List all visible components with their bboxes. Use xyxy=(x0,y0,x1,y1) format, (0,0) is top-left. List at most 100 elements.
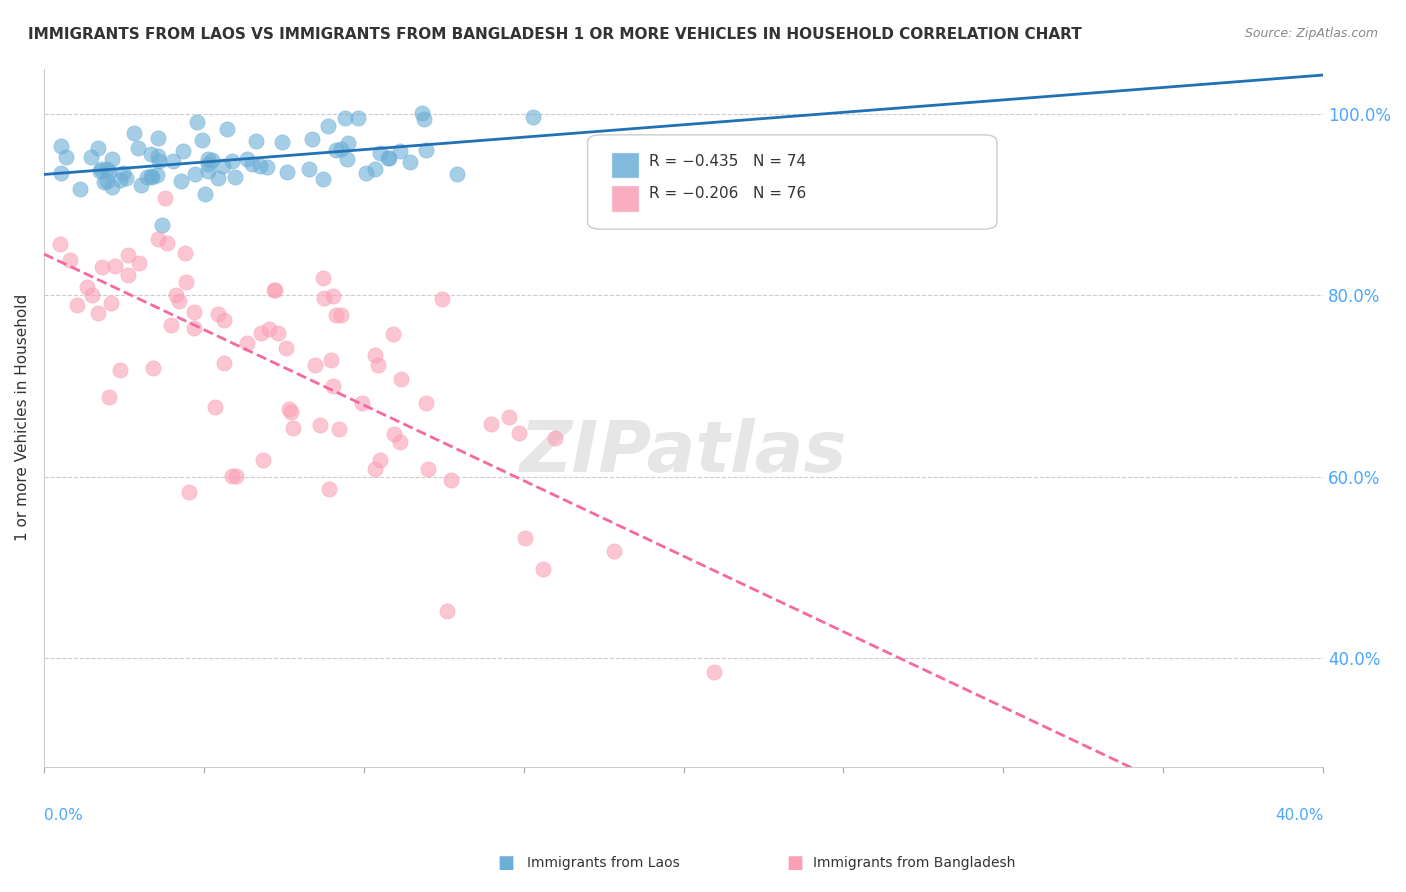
Point xyxy=(446,168,468,182)
Point xyxy=(212,159,235,173)
Point xyxy=(207,170,229,185)
Point xyxy=(388,434,411,449)
Point xyxy=(389,372,412,386)
Point xyxy=(89,164,111,178)
Point xyxy=(221,469,243,483)
Point xyxy=(142,360,165,375)
Point xyxy=(101,153,124,167)
Point xyxy=(117,248,139,262)
Point xyxy=(207,307,229,321)
Point xyxy=(515,531,537,545)
Point xyxy=(172,144,194,158)
Point xyxy=(128,256,150,270)
Point xyxy=(245,134,267,148)
Point xyxy=(235,152,257,166)
Point xyxy=(603,544,626,558)
Text: Source: ZipAtlas.com: Source: ZipAtlas.com xyxy=(1244,27,1378,40)
Point xyxy=(479,417,502,432)
Point xyxy=(49,166,72,180)
Text: 0.0%: 0.0% xyxy=(44,808,83,823)
Point xyxy=(104,259,127,273)
FancyBboxPatch shape xyxy=(610,186,638,211)
Point xyxy=(325,308,347,322)
Point xyxy=(389,144,412,158)
Point xyxy=(201,153,224,168)
Point xyxy=(252,453,274,467)
Point xyxy=(148,153,170,168)
Point xyxy=(117,268,139,283)
Point xyxy=(186,114,208,128)
Point xyxy=(301,132,323,146)
Point xyxy=(498,409,520,424)
Point xyxy=(322,379,344,393)
Point xyxy=(139,147,162,161)
Point xyxy=(108,363,131,377)
Point xyxy=(97,165,120,179)
Point xyxy=(329,142,352,156)
Point xyxy=(221,154,243,169)
Point xyxy=(177,484,200,499)
Point xyxy=(297,161,319,176)
Point xyxy=(508,426,530,441)
Point xyxy=(439,473,461,487)
Point xyxy=(139,169,162,184)
Point xyxy=(416,462,439,476)
Point xyxy=(347,111,370,125)
Text: 40.0%: 40.0% xyxy=(1275,808,1323,823)
Point xyxy=(173,245,195,260)
Point xyxy=(377,151,399,165)
Point xyxy=(79,150,101,164)
Point xyxy=(156,235,179,250)
Point xyxy=(100,296,122,310)
Point xyxy=(368,146,391,161)
Point xyxy=(236,336,259,351)
Point xyxy=(69,182,91,196)
Point xyxy=(148,149,170,163)
Point xyxy=(129,178,152,192)
Point xyxy=(165,288,187,302)
Point xyxy=(96,174,118,188)
Point xyxy=(329,308,352,322)
Point xyxy=(146,232,169,246)
Point xyxy=(197,157,219,171)
Point xyxy=(249,159,271,173)
Point xyxy=(267,326,290,340)
Text: ■: ■ xyxy=(498,855,515,872)
Point xyxy=(363,348,385,362)
Point xyxy=(321,352,343,367)
Text: R = −0.206   N = 76: R = −0.206 N = 76 xyxy=(650,186,806,201)
Point xyxy=(242,157,264,171)
Point xyxy=(336,153,359,167)
Point xyxy=(411,106,433,120)
Point xyxy=(430,292,453,306)
Text: Immigrants from Bangladesh: Immigrants from Bangladesh xyxy=(813,856,1015,871)
Point xyxy=(146,168,169,182)
Point xyxy=(193,186,215,201)
Point xyxy=(415,143,437,157)
Point xyxy=(212,313,235,327)
Point xyxy=(336,136,359,151)
Point xyxy=(398,155,420,169)
Point xyxy=(364,161,387,176)
Point xyxy=(82,288,104,302)
Point xyxy=(66,298,89,312)
FancyBboxPatch shape xyxy=(588,135,997,229)
Point xyxy=(278,401,301,416)
Point xyxy=(364,462,387,476)
Point xyxy=(197,153,219,167)
Point xyxy=(96,162,118,177)
Point xyxy=(378,151,401,165)
Point xyxy=(264,284,287,298)
Point xyxy=(155,191,177,205)
Point xyxy=(190,133,212,147)
Text: R = −0.435   N = 74: R = −0.435 N = 74 xyxy=(650,154,806,169)
Point xyxy=(256,160,278,174)
Text: ZIPatlas: ZIPatlas xyxy=(520,418,848,487)
Point xyxy=(112,165,135,179)
Point xyxy=(204,400,226,414)
Point xyxy=(312,291,335,305)
Y-axis label: 1 or more Vehicles in Household: 1 or more Vehicles in Household xyxy=(15,294,30,541)
Point xyxy=(101,180,124,194)
Point xyxy=(270,135,292,149)
Point xyxy=(259,322,281,336)
